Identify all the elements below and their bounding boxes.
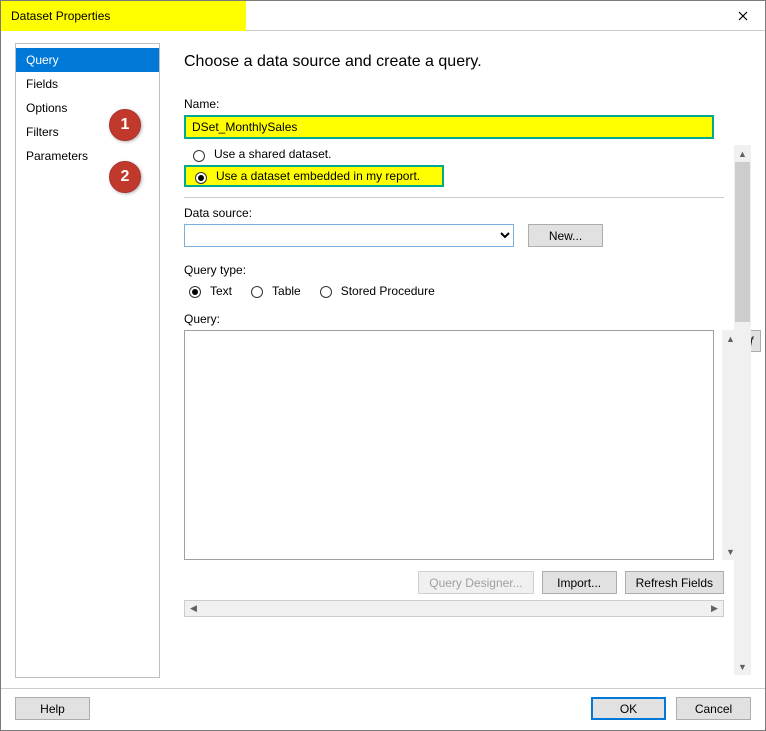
radio-embedded-input[interactable] [195, 172, 207, 184]
dataset-properties-dialog: Dataset Properties Query Fields Options … [0, 0, 766, 731]
callout-1: 1 [109, 109, 141, 141]
querytype-storedproc-label: Stored Procedure [341, 284, 435, 298]
querytype-table[interactable]: Table [246, 283, 301, 298]
sidebar-item-query[interactable]: Query [16, 48, 159, 72]
sidebar-item-parameters[interactable]: Parameters [16, 144, 159, 168]
querytype-text-input[interactable] [189, 286, 201, 298]
callout-2: 2 [109, 161, 141, 193]
dialog-footer: Help OK Cancel [1, 688, 765, 730]
datasource-label: Data source: [184, 206, 751, 220]
radio-embedded-dataset[interactable]: Use a dataset embedded in my report. [184, 165, 444, 187]
titlebar: Dataset Properties [1, 1, 765, 31]
main-vscrollbar[interactable]: ▲ ▼ [734, 145, 751, 675]
radio-shared-dataset[interactable]: Use a shared dataset. [184, 143, 751, 165]
main-hscrollbar[interactable]: ◀ ▶ [184, 600, 724, 617]
scrollbar-thumb[interactable] [735, 162, 750, 322]
querytype-group: Text Table Stored Procedure [184, 283, 751, 298]
scroll-right-icon[interactable]: ▶ [706, 601, 723, 616]
import-button[interactable]: Import... [542, 571, 617, 594]
window-title: Dataset Properties [1, 1, 246, 31]
help-button[interactable]: Help [15, 697, 90, 720]
datasource-select[interactable] [184, 224, 514, 247]
querytype-table-label: Table [272, 284, 301, 298]
query-textarea[interactable] [184, 330, 714, 560]
querytype-storedproc[interactable]: Stored Procedure [315, 283, 435, 298]
querytype-table-input[interactable] [251, 286, 263, 298]
name-input[interactable] [184, 115, 714, 139]
dialog-content: Query Fields Options Filters Parameters … [1, 31, 765, 688]
sidebar-item-fields[interactable]: Fields [16, 72, 159, 96]
sidebar: Query Fields Options Filters Parameters [15, 43, 160, 678]
querytype-label: Query type: [184, 263, 751, 277]
querytype-storedproc-input[interactable] [320, 286, 332, 298]
radio-shared-input[interactable] [193, 150, 205, 162]
ok-button[interactable]: OK [591, 697, 666, 720]
querytype-text-label: Text [210, 284, 232, 298]
scroll-down-icon[interactable]: ▼ [734, 658, 751, 675]
close-icon[interactable] [720, 1, 765, 31]
refresh-fields-button[interactable]: Refresh Fields [625, 571, 724, 594]
querytype-text[interactable]: Text [184, 283, 232, 298]
cancel-button[interactable]: Cancel [676, 697, 751, 720]
radio-embedded-label: Use a dataset embedded in my report. [216, 169, 420, 183]
new-datasource-button[interactable]: New... [528, 224, 603, 247]
panel-heading: Choose a data source and create a query. [184, 53, 751, 71]
main-panel: Choose a data source and create a query.… [160, 43, 751, 678]
radio-shared-label: Use a shared dataset. [214, 147, 331, 161]
dataset-mode-group: Use a shared dataset. Use a dataset embe… [184, 143, 751, 187]
query-designer-button[interactable]: Query Designer... [418, 571, 533, 594]
separator [184, 197, 724, 198]
scroll-up-icon[interactable]: ▲ [734, 145, 751, 162]
query-label: Query: [184, 312, 751, 326]
scroll-left-icon[interactable]: ◀ [185, 601, 202, 616]
name-label: Name: [184, 97, 751, 111]
